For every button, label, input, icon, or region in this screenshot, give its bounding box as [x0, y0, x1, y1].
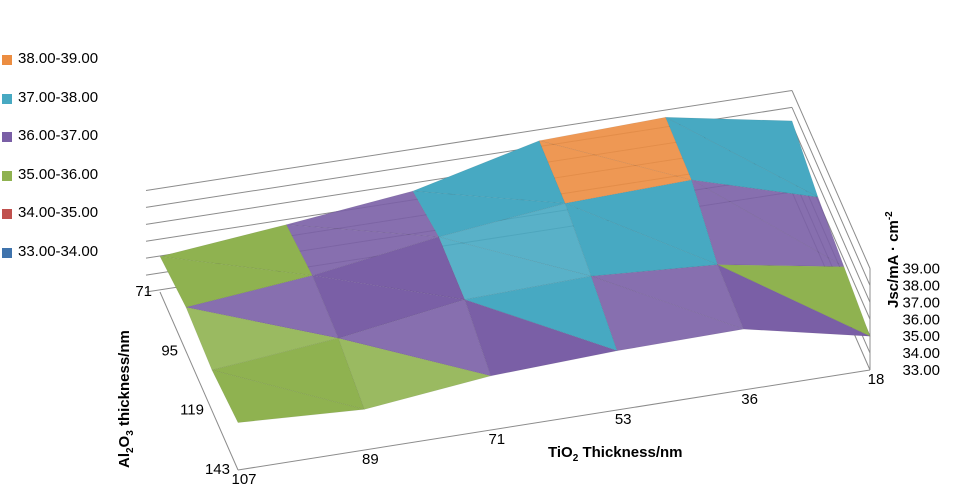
y-tick-label: 71: [135, 283, 152, 300]
x-tick-label: 53: [615, 411, 632, 428]
legend-label: 36.00-37.00: [18, 127, 99, 144]
x-axis-title: TiO2 Thickness/nm: [548, 444, 683, 464]
legend-label: 35.00-36.00: [18, 165, 99, 183]
z-tick-label: 38.00: [902, 277, 940, 294]
z-axis-title: Jsc/mA · cm-2: [884, 211, 902, 308]
surface-facet: [337, 337, 491, 410]
legend-label: 34.00-35.00: [18, 204, 99, 221]
y-tick-label: 119: [180, 402, 204, 419]
x-tick-label: 71: [488, 431, 505, 448]
z-tick-label: 39.00: [902, 261, 940, 278]
z-tick-label: 36.00: [902, 311, 940, 328]
z-tick-label: 35.00: [902, 328, 940, 345]
y-axis-title: Al2O3 thickness/nm: [116, 330, 136, 468]
surface-facet: [464, 299, 619, 377]
legend-swatch: [2, 132, 12, 142]
x-axis-line: [237, 369, 871, 471]
z-gridline-side: [791, 107, 871, 286]
y-tick-label: 143: [205, 461, 230, 478]
surface-mesh: [159, 116, 871, 423]
legend-swatch: [2, 247, 12, 258]
x-tick-label: 36: [741, 391, 758, 408]
surface-facet: [211, 369, 365, 423]
axis-lines: [159, 268, 871, 471]
z-tick-label: 33.00: [902, 362, 940, 379]
legend-swatch: [2, 55, 12, 65]
surface-facet: [590, 275, 744, 352]
legend-swatch: [2, 170, 12, 181]
z-tick-label: 37.00: [902, 294, 940, 311]
legend-label: 37.00-38.00: [18, 88, 99, 106]
z-gridline-side: [791, 90, 871, 269]
legend-swatch: [2, 209, 12, 219]
legend-label: 33.00-34.00: [18, 242, 99, 260]
x-tick-label: 107: [231, 471, 256, 487]
legend-swatch: [2, 93, 12, 104]
z-gridline-side: [791, 124, 871, 303]
legend-label: 38.00-39.00: [18, 50, 99, 67]
y-tick-label: 95: [161, 342, 178, 359]
z-tick-label: 34.00: [902, 345, 940, 362]
x-tick-label: 18: [868, 371, 885, 388]
z-gridline: [145, 90, 793, 191]
x-tick-label: 89: [362, 451, 379, 468]
surface-facet: [717, 264, 871, 337]
y-axis-line: [159, 291, 239, 471]
